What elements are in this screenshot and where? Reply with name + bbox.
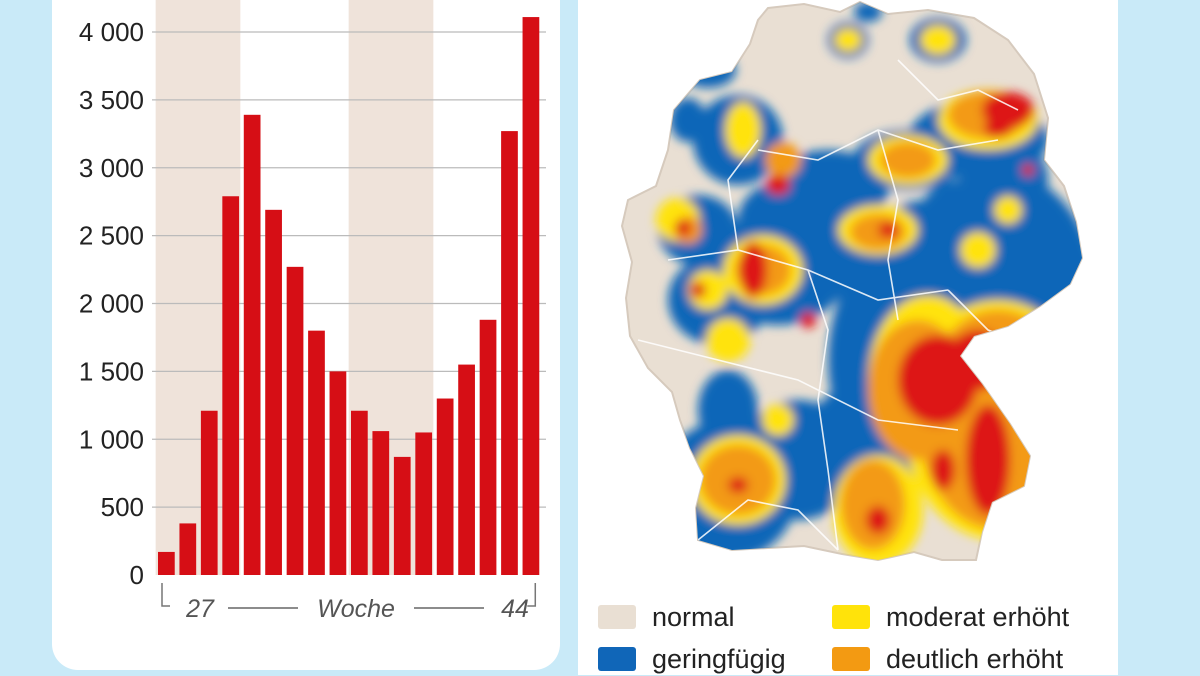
activity-blob-57 xyxy=(866,506,890,534)
bar-week-28 xyxy=(179,523,197,575)
activity-blob-52 xyxy=(765,142,801,178)
activity-blob-65 xyxy=(675,220,691,236)
state-border-6 xyxy=(697,499,839,551)
bar-week-38 xyxy=(393,456,411,575)
bar-week-29 xyxy=(200,410,218,575)
activity-blob-41 xyxy=(725,102,761,158)
legend-item-geringfuegig: geringfügig xyxy=(598,642,786,676)
bar-week-36 xyxy=(351,410,368,575)
y-tick-label: 2 000 xyxy=(79,289,144,319)
y-tick-label: 4 000 xyxy=(79,17,144,47)
bar-week-43 xyxy=(501,131,518,575)
y-tick-label: 3 000 xyxy=(79,153,144,183)
bar-week-44 xyxy=(522,17,540,575)
legend-swatch-moderat xyxy=(832,605,870,629)
y-tick-label: 1 000 xyxy=(79,424,144,454)
x-axis-bracket xyxy=(161,583,537,607)
y-tick-label: 0 xyxy=(130,560,144,590)
activity-blob-39 xyxy=(762,404,794,436)
activity-blob-36 xyxy=(834,28,862,52)
activity-blob-63 xyxy=(878,222,898,238)
bar-week-37 xyxy=(372,431,390,575)
state-border-7 xyxy=(727,139,759,251)
activity-blob-54 xyxy=(948,330,1008,390)
bar-week-27 xyxy=(158,551,175,575)
legend-swatch-geringfuegig xyxy=(598,647,636,671)
legend-label-deutlich: deutlich erhöht xyxy=(886,643,1064,674)
bar-week-39 xyxy=(415,432,433,575)
legend-label-normal: normal xyxy=(652,601,735,632)
activity-blob-5 xyxy=(698,370,758,450)
legend-label-geringfuegig: geringfügig xyxy=(652,643,786,674)
y-tick-label: 1 500 xyxy=(79,356,144,386)
germany-map xyxy=(620,0,1084,562)
legend-label-moderat: moderat erhöht xyxy=(886,601,1070,632)
activity-blob-66 xyxy=(800,312,816,328)
activity-blob-56 xyxy=(931,450,955,490)
bar-week-30 xyxy=(222,196,240,575)
activity-blob-58 xyxy=(739,242,767,298)
legend-item-moderat: moderat erhöht xyxy=(832,600,1069,634)
y-tick-label: 500 xyxy=(101,492,144,522)
x-axis-start-label: 27 xyxy=(185,595,215,623)
bar-week-33 xyxy=(286,266,304,575)
activity-blob-47 xyxy=(880,142,936,178)
bar-week-32 xyxy=(265,209,282,575)
legend-item-normal: normal xyxy=(598,600,735,634)
activity-blob-50 xyxy=(1013,425,1082,475)
state-border-8 xyxy=(897,59,1019,111)
state-border-2 xyxy=(637,339,959,431)
x-axis: 27 Woche 44 xyxy=(161,583,537,623)
activity-blob-12 xyxy=(670,98,706,142)
bar-week-35 xyxy=(329,371,347,575)
bar-week-41 xyxy=(458,364,475,575)
activity-blob-44 xyxy=(841,460,905,550)
x-axis-end-label: 44 xyxy=(501,595,529,623)
activity-blob-19 xyxy=(1033,225,1082,275)
legend-swatch-deutlich xyxy=(832,647,870,671)
activity-blob-61 xyxy=(728,477,748,493)
activity-blob-40 xyxy=(960,232,996,268)
bar-chart-panel: 0 500 1 000 1 500 2 000 2 500 3 000 3 500 4 000 … xyxy=(52,0,560,670)
legend-item-deutlich: deutlich erhöht xyxy=(832,642,1063,676)
state-border-4 xyxy=(877,129,899,321)
state-border-3 xyxy=(807,269,839,551)
state-borders xyxy=(637,59,1049,551)
legend-swatch-normal xyxy=(598,605,636,629)
activity-blob-67 xyxy=(1022,164,1034,176)
bar-week-34 xyxy=(308,330,325,575)
activity-blob-37 xyxy=(994,196,1022,224)
bar-week-42 xyxy=(479,319,497,575)
activity-blob-64 xyxy=(690,282,706,298)
activity-blob-62 xyxy=(766,175,790,195)
bar-week-31 xyxy=(243,114,261,576)
activity-blob-35 xyxy=(920,25,956,55)
y-tick-label: 2 500 xyxy=(79,221,144,251)
bar-week-40 xyxy=(436,398,454,575)
activity-blob-55 xyxy=(966,405,1010,515)
x-axis-title: Woche xyxy=(317,595,395,623)
activity-blob-13 xyxy=(680,52,736,88)
activity-blob-60 xyxy=(984,118,1012,138)
map-panel: normal geringfügig moderat erhöht deutli… xyxy=(578,0,1118,675)
activity-blob-38 xyxy=(706,318,750,362)
activity-blob-33 xyxy=(688,270,728,310)
map-legend: normal geringfügig moderat erhöht deutli… xyxy=(598,596,1118,675)
y-tick-label: 3 500 xyxy=(79,85,144,115)
